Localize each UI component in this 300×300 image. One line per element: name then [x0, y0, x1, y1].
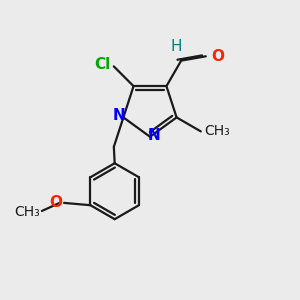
- Text: Cl: Cl: [94, 57, 110, 72]
- Text: CH₃: CH₃: [204, 124, 230, 138]
- Text: O: O: [50, 195, 63, 210]
- Text: CH₃: CH₃: [15, 206, 40, 219]
- Text: N: N: [148, 128, 161, 143]
- Text: O: O: [211, 49, 224, 64]
- Text: N: N: [112, 108, 125, 123]
- Text: H: H: [171, 39, 182, 54]
